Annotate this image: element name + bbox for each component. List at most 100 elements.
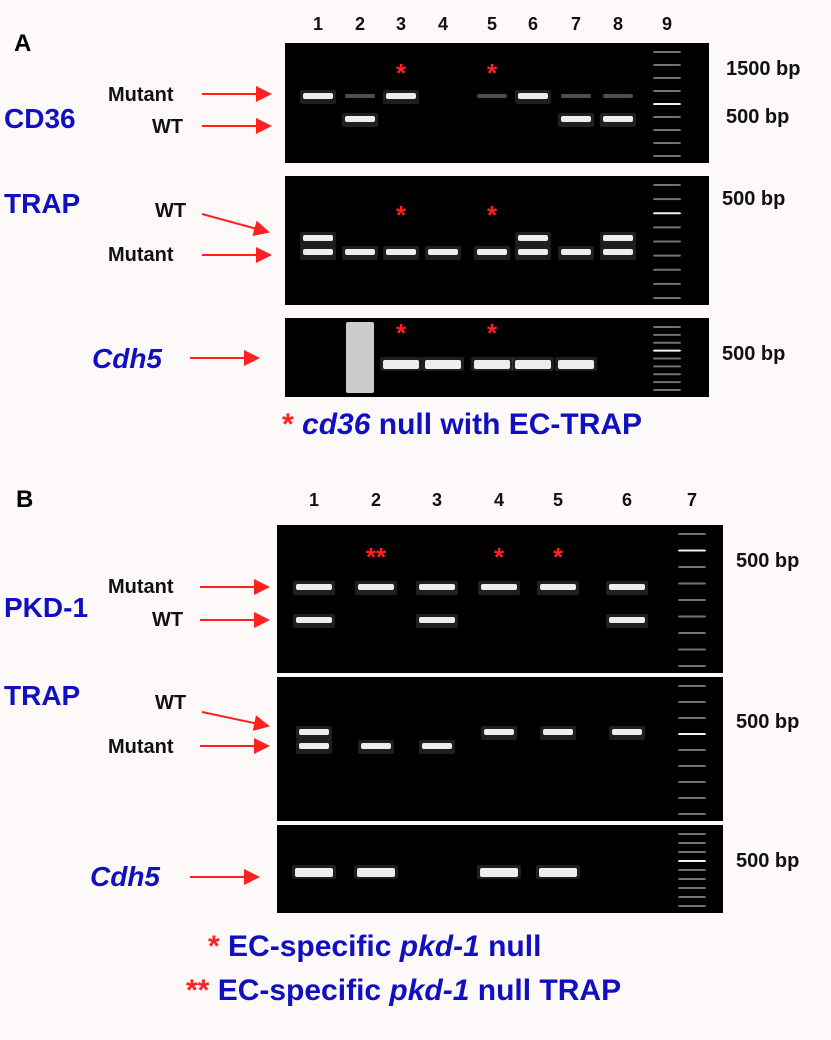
marker-label: 1500 bp (726, 58, 801, 80)
lane-number: 1 (308, 490, 319, 510)
ladder-band (653, 90, 681, 92)
star-marker: * (395, 58, 407, 88)
gene-label-cdh5-a: Cdh5 (92, 343, 162, 374)
ladder-band (653, 282, 681, 285)
caption-star: ** (186, 974, 210, 1007)
gel-band-mutant (345, 94, 375, 98)
gel-image-cd36 (285, 43, 709, 163)
ladder-band (653, 357, 681, 360)
lane-number: 8 (612, 14, 623, 34)
marker-label: 500 bp (736, 850, 800, 872)
marker-label: 500 bp (726, 106, 790, 128)
ladder-band (653, 373, 681, 376)
ladder-band (653, 389, 681, 391)
gel-band-mutant (609, 584, 645, 590)
ladder-band (678, 887, 706, 889)
ladder-band (653, 103, 681, 105)
band-label-wt: WT (155, 200, 187, 222)
caption-gene: pkd-1 (399, 930, 480, 963)
gel-band-mutant (303, 93, 333, 99)
gel-band-wt (603, 116, 633, 122)
gel-image-cdh5-b (277, 825, 723, 913)
ladder-band (653, 116, 681, 118)
ladder-band (678, 797, 706, 799)
gel-band-mutant (419, 584, 455, 590)
ladder-band (678, 685, 706, 687)
ladder-band (653, 51, 681, 53)
ladder-band (653, 198, 681, 201)
gel-band-mutant (518, 93, 548, 99)
gel-band-mutant (603, 249, 633, 255)
gel-band-wt (603, 235, 633, 241)
caption-text: EC-specific (209, 974, 390, 1007)
gene-label-trap-b: TRAP (4, 680, 81, 711)
ladder-band (678, 842, 706, 844)
gel-image-trap-b (277, 677, 723, 821)
ladder-band (653, 365, 681, 368)
ladder-band (653, 77, 681, 79)
ladder-band (678, 896, 706, 898)
gene-label-trap-a: TRAP (4, 188, 81, 219)
ladder-band (678, 533, 706, 535)
gel-band-wt (612, 729, 642, 735)
band-label-mutant: Mutant (108, 84, 174, 106)
gel-band-mutant (345, 249, 375, 255)
ladder-band (678, 599, 706, 601)
gel-image-cdh5-a (285, 318, 709, 397)
lane-number: 1 (312, 14, 323, 34)
gel-band-band (474, 360, 510, 369)
marker-label: 500 bp (722, 343, 786, 365)
gene-label-pkd1: PKD-1 (4, 592, 89, 623)
band-label-wt: WT (155, 692, 187, 714)
lane-number: 5 (552, 490, 563, 510)
lane-number: 9 (661, 14, 672, 34)
band-label-mutant: Mutant (108, 736, 174, 758)
caption-gene: pkd-1 (389, 974, 470, 1007)
gel-image-pkd1 (277, 525, 723, 673)
gel-band-wt (518, 235, 548, 241)
star-marker: ** (365, 542, 387, 572)
star-marker: * (395, 200, 407, 230)
gel-band-wt (345, 116, 375, 122)
ladder-band (678, 701, 706, 703)
gel-band-band (515, 360, 551, 369)
marker-label: 500 bp (736, 711, 800, 733)
gel-band-band (383, 360, 419, 369)
arrow-icon (201, 213, 270, 237)
gel-band-wt (303, 235, 333, 241)
ladder-band (678, 878, 706, 880)
caption-star: * (282, 408, 294, 441)
ladder-band (653, 333, 681, 336)
band-label-mutant: Mutant (108, 244, 174, 266)
gel-band-band (539, 868, 577, 877)
caption-text: EC-specific (219, 930, 400, 963)
caption-gene: cd36 (302, 408, 371, 441)
ladder-band (678, 632, 706, 634)
star-marker: * (486, 200, 498, 230)
lane-number: 7 (686, 490, 697, 510)
ladder-band (653, 254, 681, 257)
lane-number: 3 (395, 14, 406, 34)
gel-band-mutant (603, 94, 633, 98)
ladder-band (653, 142, 681, 144)
lane-number: 2 (370, 490, 381, 510)
ladder-band (678, 733, 706, 735)
ladder-band (653, 129, 681, 131)
star-marker: * (486, 58, 498, 88)
lane-number: 2 (354, 14, 365, 34)
ladder-band (653, 64, 681, 66)
ladder-band (678, 860, 706, 862)
gel-band-mutant (422, 743, 452, 749)
ladder-band (653, 268, 681, 271)
gel-band-mutant (361, 743, 391, 749)
gel-band-mutant (386, 249, 416, 255)
gene-label-cd36: CD36 (4, 103, 76, 134)
gel-band-mutant (561, 249, 591, 255)
gel-band-mutant (518, 249, 548, 255)
gel-band-mutant (296, 584, 332, 590)
gel-band-wt (419, 617, 455, 623)
lane-number: 7 (570, 14, 581, 34)
arrow-icon (201, 711, 270, 731)
gel-band-band (480, 868, 518, 877)
lane-number: 6 (621, 490, 632, 510)
